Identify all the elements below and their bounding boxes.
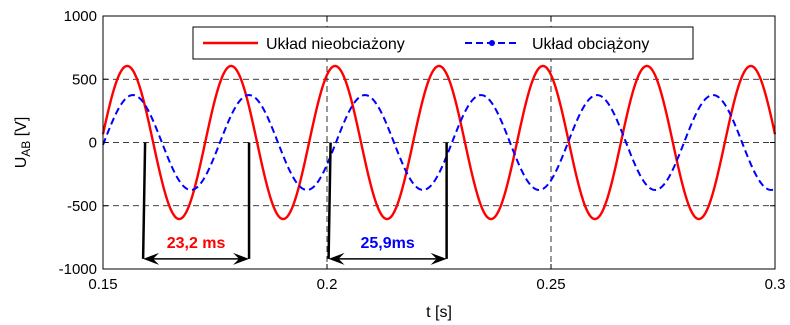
y-tick-label: 500 [72, 71, 97, 88]
data-point-1 [190, 189, 191, 190]
y-tick-label: -500 [67, 198, 97, 215]
data-point-0 [360, 142, 361, 143]
data-point-0 [750, 65, 751, 66]
period-marker-left [327, 142, 332, 259]
data-point-1 [248, 94, 249, 95]
x-tick-label: 0.2 [317, 276, 338, 293]
period-arrow-head-right [233, 252, 250, 265]
data-point-0 [412, 142, 413, 143]
legend-marker-obciazony [489, 40, 495, 46]
data-point-1 [567, 142, 568, 143]
series-line-0 [101, 64, 777, 221]
period-label: 23,2 ms [167, 235, 226, 252]
data-point-1 [219, 142, 220, 143]
x-axis-label: t [s] [426, 304, 452, 321]
series-layer [101, 64, 777, 221]
data-point-1 [364, 94, 365, 95]
data-point-1 [538, 189, 539, 190]
data-point-0 [542, 65, 543, 66]
data-point-1 [742, 142, 743, 143]
data-point-0 [490, 218, 491, 219]
period-arrow-head-left [328, 252, 345, 265]
y-axis-label-unit: [V] [13, 117, 30, 141]
y-tick-label: 1000 [64, 8, 97, 25]
period-arrow-head-left [143, 252, 160, 265]
period-marker-left [141, 142, 147, 259]
data-point-0 [153, 142, 154, 143]
legend-label-nieobciazony: Układ nieobciażony [266, 36, 405, 53]
data-point-1 [481, 94, 482, 95]
annotations: 23,2 ms 25,9ms [141, 142, 448, 265]
axis-ticks: 0.15 0.2 0.25 0.3 -1000 -500 0 500 1000 [59, 8, 786, 293]
data-point-1 [306, 189, 307, 190]
legend-label-obciazony: Układ obciążony [532, 36, 649, 53]
data-point-1 [683, 142, 684, 143]
data-point-1 [713, 94, 714, 95]
data-point-1 [422, 189, 423, 190]
data-point-1 [394, 142, 395, 143]
data-point-1 [335, 142, 336, 143]
data-point-0 [205, 142, 206, 143]
data-point-0 [438, 65, 439, 66]
data-point-0 [672, 142, 673, 143]
y-tick-label: -1000 [59, 261, 97, 278]
period-arrow-head-right [430, 252, 447, 265]
data-point-1 [510, 142, 511, 143]
data-point-0 [464, 142, 465, 143]
data-point-1 [278, 142, 279, 143]
x-tick-label: 0.15 [88, 276, 117, 293]
legend-box [192, 26, 694, 60]
y-tick-label: 0 [89, 135, 97, 152]
data-point-0 [698, 218, 699, 219]
y-axis-label: UAB [V] [13, 117, 33, 169]
data-point-1 [597, 94, 598, 95]
data-point-1 [451, 142, 452, 143]
data-point-0 [282, 218, 283, 219]
data-point-1 [654, 189, 655, 190]
data-point-1 [626, 142, 627, 143]
data-point-0 [334, 65, 335, 66]
data-point-0 [620, 142, 621, 143]
legend: Układ nieobciażony Układ obciążony [192, 26, 694, 60]
data-point-0 [308, 142, 309, 143]
data-point-0 [386, 218, 387, 219]
data-point-0 [594, 218, 595, 219]
data-point-0 [646, 65, 647, 66]
data-point-1 [132, 94, 133, 95]
data-point-1 [770, 189, 771, 190]
period-label: 25,9ms [360, 235, 414, 252]
data-point-0 [516, 142, 517, 143]
data-point-0 [724, 142, 725, 143]
x-tick-label: 0.3 [765, 276, 786, 293]
data-point-0 [257, 142, 258, 143]
y-axis-label-main: U [13, 157, 30, 169]
series-line-1 [102, 94, 776, 191]
data-point-0 [179, 218, 180, 219]
x-tick-label: 0.25 [536, 276, 565, 293]
y-axis-label-subscript: AB [19, 141, 33, 157]
data-point-1 [162, 142, 163, 143]
data-point-0 [127, 65, 128, 66]
data-point-0 [231, 65, 232, 66]
